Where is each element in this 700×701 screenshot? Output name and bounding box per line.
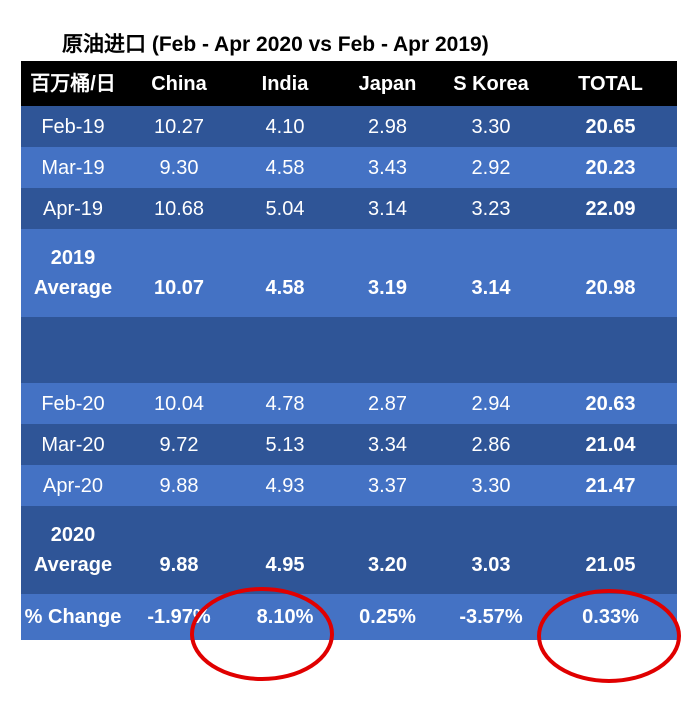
total-cell: 20.23: [585, 156, 636, 179]
row-label: 2020 Average: [21, 506, 125, 594]
total-cell: 22.09: [585, 197, 636, 220]
value-cell: 9.72: [159, 433, 199, 456]
table-row: Mar-19 9.30 4.58 3.43 2.92 20.23: [21, 147, 677, 188]
total-cell: 21.47: [585, 474, 636, 497]
value-cell: 5.13: [265, 433, 305, 456]
value-cell: 2.92: [471, 156, 511, 179]
table-title: 原油进口 (Feb - Apr 2020 vs Feb - Apr 2019): [62, 33, 489, 56]
value-cell: 10.04: [153, 392, 205, 415]
value-cell: 9.30: [159, 156, 199, 179]
header-cell-china: China: [151, 72, 207, 95]
total-cell: 20.65: [585, 115, 636, 138]
row-label: Apr-20: [42, 474, 104, 497]
value-cell: 3.30: [471, 474, 511, 497]
row-label: Apr-19: [42, 197, 104, 220]
row-label: % Change: [24, 606, 122, 628]
header-cell-japan: Japan: [358, 72, 417, 95]
average-row-2020: 2020 Average 9.88 4.95 3.20 3.03 21.05: [21, 506, 677, 594]
row-label-line: 2019: [50, 247, 96, 269]
header-cell-s-korea: S Korea: [453, 72, 529, 95]
total-cell: 21.05: [585, 554, 636, 576]
header-row: 百万桶/日 China India Japan S Korea TOTAL: [21, 61, 677, 106]
value-cell: 10.68: [153, 197, 205, 220]
value-cell: 3.19: [368, 277, 407, 299]
row-label: Feb-19: [41, 115, 105, 138]
total-cell: 21.04: [585, 433, 636, 456]
table-row: Apr-19 10.68 5.04 3.14 3.23 22.09: [21, 188, 677, 229]
row-label: Mar-20: [41, 433, 105, 456]
value-cell: 10.07: [153, 277, 205, 299]
row-label: 2019 Average: [21, 229, 125, 317]
header-cell-unit: 百万桶/日: [30, 72, 116, 95]
percent-change-row: % Change -1.97% 8.10% 0.25% -3.57% 0.33%: [21, 594, 677, 640]
value-cell: 4.58: [265, 156, 305, 179]
header-cell-india: India: [261, 72, 309, 95]
value-cell: -3.57%: [459, 606, 523, 628]
average-row-2019: 2019 Average 10.07 4.58 3.19 3.14 20.98: [21, 229, 677, 317]
table-row: Apr-20 9.88 4.93 3.37 3.30 21.47: [21, 465, 677, 506]
value-cell: 3.20: [368, 554, 407, 576]
value-cell: 3.30: [471, 115, 511, 138]
value-cell: 9.88: [159, 474, 199, 497]
row-label: Mar-19: [41, 156, 105, 179]
value-cell: 4.10: [265, 115, 305, 138]
table-row: Feb-20 10.04 4.78 2.87 2.94 20.63: [21, 383, 677, 424]
value-cell: 9.88: [159, 554, 199, 576]
total-cell: 0.33%: [582, 606, 639, 628]
value-cell: 4.93: [265, 474, 305, 497]
total-cell: 20.63: [585, 392, 636, 415]
value-cell: 3.37: [368, 474, 407, 497]
value-cell: 0.25%: [359, 606, 416, 628]
value-cell: 3.23: [471, 197, 511, 220]
row-label-line: 2020: [50, 524, 96, 546]
value-cell: 3.34: [368, 433, 407, 456]
value-cell: 3.43: [368, 156, 407, 179]
value-cell: 3.14: [471, 277, 511, 299]
value-cell: 4.58: [265, 277, 305, 299]
value-cell: 8.10%: [256, 606, 314, 628]
total-cell: 20.98: [585, 277, 636, 299]
header-cell-total: TOTAL: [578, 72, 643, 95]
row-label: Feb-20: [41, 392, 105, 415]
table-row: Mar-20 9.72 5.13 3.34 2.86 21.04: [21, 424, 677, 465]
row-label-line: Average: [33, 554, 113, 576]
value-cell: -1.97%: [147, 606, 211, 628]
value-cell: 4.78: [265, 392, 305, 415]
value-cell: 10.27: [153, 115, 205, 138]
value-cell: 3.14: [368, 197, 407, 220]
value-cell: 2.94: [471, 392, 511, 415]
value-cell: 3.03: [471, 554, 511, 576]
value-cell: 4.95: [265, 554, 305, 576]
value-cell: 2.86: [471, 433, 511, 456]
oil-imports-table: 百万桶/日 China India Japan S Korea TOTAL Fe…: [21, 61, 677, 640]
value-cell: 2.87: [368, 392, 407, 415]
value-cell: 2.98: [368, 115, 407, 138]
table-row: Feb-19 10.27 4.10 2.98 3.30 20.65: [21, 106, 677, 147]
value-cell: 5.04: [265, 197, 305, 220]
spacer-row: [21, 317, 677, 383]
row-label-line: Average: [33, 277, 113, 299]
